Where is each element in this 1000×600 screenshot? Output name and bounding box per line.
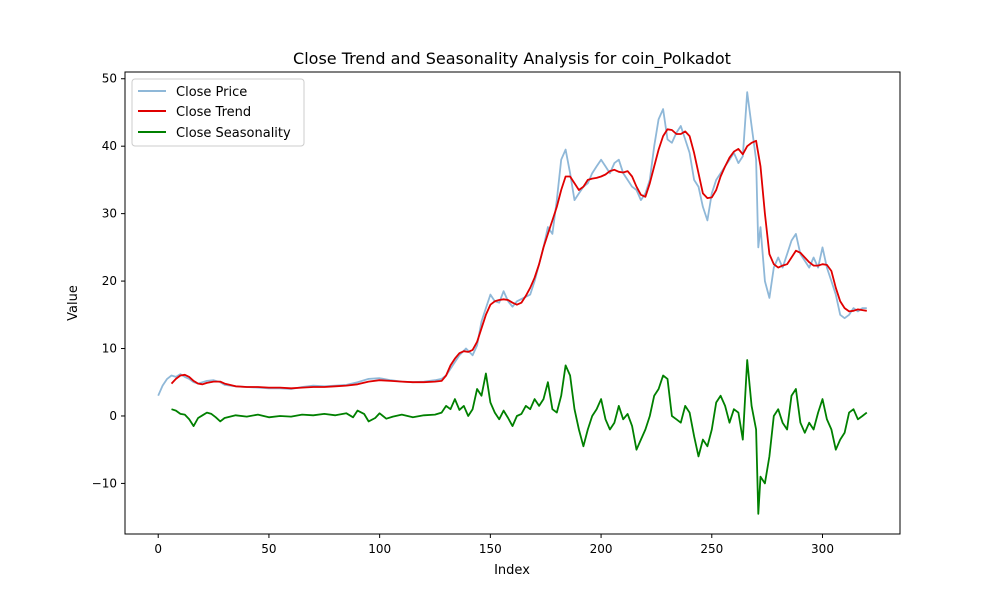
legend-box (131, 78, 305, 147)
series-line-close-trend (170, 128, 867, 390)
y-tick-label: −10 (92, 476, 117, 490)
plot-area (124, 71, 901, 535)
chart-title: Close Trend and Seasonality Analysis for… (293, 49, 731, 69)
y-tick-label: 20 (102, 274, 117, 288)
x-axis-label: Index (494, 563, 530, 578)
x-tick-label: 0 (154, 542, 162, 556)
y-tick-label: 0 (109, 409, 117, 423)
x-tick-label: 250 (700, 542, 723, 556)
y-tick-label: 50 (102, 72, 117, 86)
y-tick-label: 10 (102, 342, 117, 356)
x-axis: 0 50 100 150 200 250 300 (154, 534, 834, 556)
y-axis: −10 0 10 20 30 40 50 (92, 72, 125, 490)
y-axis-label: Value (66, 285, 81, 321)
series-line-close-seasonality (171, 359, 868, 515)
x-tick-label: 200 (590, 542, 613, 556)
y-tick-label: 30 (102, 207, 117, 221)
y-tick-label: 40 (102, 139, 117, 153)
legend-label-close-trend: Close Trend (176, 105, 251, 120)
x-tick-label: 150 (479, 542, 502, 556)
legend: Close Price Close Trend Close Seasonalit… (131, 78, 305, 147)
x-tick-label: 50 (261, 542, 276, 556)
series-layer (157, 91, 868, 515)
x-tick-label: 100 (368, 542, 391, 556)
plot-frame (124, 71, 901, 535)
legend-label-close-price: Close Price (176, 85, 247, 100)
x-tick-label: 300 (811, 542, 834, 556)
legend-label-close-seasonality: Close Seasonality (176, 126, 291, 141)
